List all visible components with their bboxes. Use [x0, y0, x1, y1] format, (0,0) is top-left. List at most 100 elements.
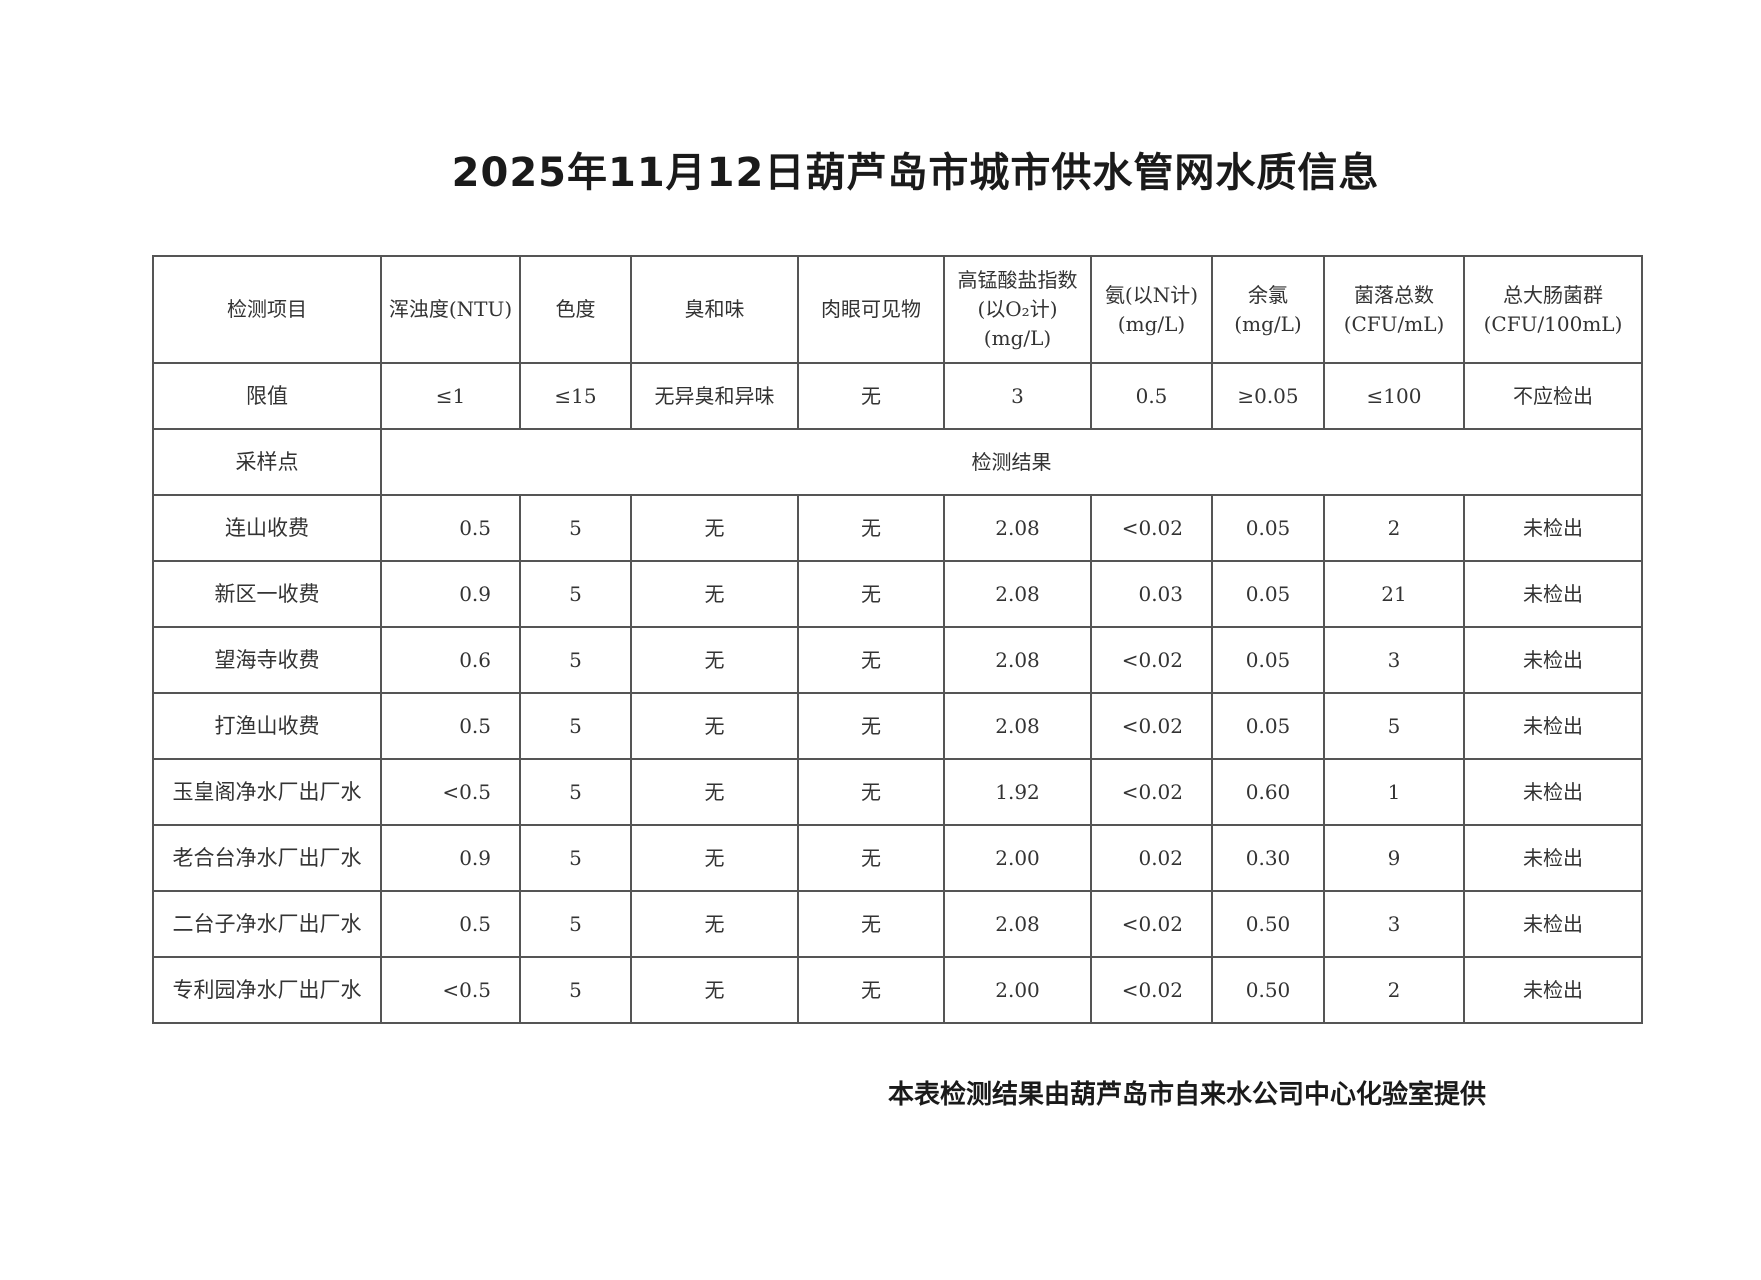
- result-cell: 无: [630, 758, 799, 826]
- result-cell: 5: [1323, 692, 1465, 760]
- header-line: (mg/L): [1234, 311, 1302, 336]
- site-cell: 二台子净水厂出厂水: [152, 890, 382, 958]
- limit-cell: 0.5: [1090, 362, 1213, 430]
- source-note: 本表检测结果由葫芦岛市自来水公司中心化验室提供: [888, 1080, 1487, 1110]
- result-cell: 0.5: [380, 494, 521, 562]
- result-cell: 2.08: [943, 692, 1092, 760]
- limits-label: 限值: [152, 362, 382, 430]
- result-cell: 5: [519, 560, 632, 628]
- result-cell: 0.9: [380, 560, 521, 628]
- header-cell: 菌落总数 (CFU/mL): [1323, 255, 1465, 364]
- result-cell: 0.5: [380, 890, 521, 958]
- result-cell: <0.02: [1090, 626, 1213, 694]
- result-label: 检测结果: [380, 428, 1643, 496]
- result-cell: 未检出: [1463, 890, 1643, 958]
- result-cell: 无: [797, 560, 945, 628]
- limits-row: 限值 ≤1 ≤15 无异臭和异味无 3 0.5 ≥0.05 ≤100 不应检出: [152, 362, 1643, 430]
- result-cell: 0.05: [1211, 560, 1325, 628]
- result-cell: 3: [1323, 626, 1465, 694]
- table-row: 望海寺收费 0.6 5 无无 2.08 <0.02 0.05 3 未检出: [152, 626, 1643, 694]
- header-cell: 总大肠菌群 (CFU/100mL): [1463, 255, 1643, 364]
- result-cell: 无: [797, 758, 945, 826]
- result-cell: 5: [519, 824, 632, 892]
- result-cell: 未检出: [1463, 956, 1643, 1024]
- result-cell: 0.03: [1090, 560, 1213, 628]
- result-cell: 2.08: [943, 626, 1092, 694]
- result-cell: 无: [797, 494, 945, 562]
- result-cell: <0.5: [380, 956, 521, 1024]
- result-cell: <0.5: [380, 758, 521, 826]
- result-cell: <0.02: [1090, 758, 1213, 826]
- section-row: 采样点 检测结果: [152, 428, 1643, 496]
- table-row: 新区一收费 0.9 5 无无 2.08 0.03 0.05 21 未检出: [152, 560, 1643, 628]
- site-cell: 玉皇阁净水厂出厂水: [152, 758, 382, 826]
- limit-cell: ≤1: [380, 362, 521, 430]
- water-quality-table: 检测项目 浑浊度(NTU) 色度 臭和味 肉眼可见物 高锰酸盐指数 (以O₂计) (mg/L)…: [152, 255, 1643, 1024]
- header-line: 氨(以N计): [1104, 282, 1199, 307]
- result-cell: 2.08: [943, 560, 1092, 628]
- result-cell: 无: [630, 956, 799, 1024]
- header-cell: 氨(以N计) (mg/L): [1090, 255, 1213, 364]
- header-cell: 肉眼可见物: [797, 255, 945, 364]
- limit-cell: ≤15: [519, 362, 632, 430]
- header-line: 色度: [555, 297, 596, 321]
- header-line: 总大肠菌群: [1503, 282, 1603, 307]
- result-cell: 2.00: [943, 956, 1092, 1024]
- site-cell: 打渔山收费: [152, 692, 382, 760]
- result-cell: 5: [519, 956, 632, 1024]
- result-cell: 无: [630, 692, 799, 760]
- header-line: (以O₂计): [977, 297, 1058, 321]
- result-cell: 无: [797, 890, 945, 958]
- result-cell: 0.6: [380, 626, 521, 694]
- result-cell: 0.05: [1211, 494, 1325, 562]
- site-cell: 望海寺收费: [152, 626, 382, 694]
- header-line: (mg/L): [1117, 311, 1186, 336]
- result-cell: <0.02: [1090, 692, 1213, 760]
- header-row: 检测项目 浑浊度(NTU) 色度 臭和味 肉眼可见物 高锰酸盐指数 (以O₂计) (mg/L)…: [152, 255, 1643, 364]
- table-row: 连山收费 0.5 5 无无 2.08 <0.02 0.05 2 未检出: [152, 494, 1643, 562]
- result-cell: 0.05: [1211, 626, 1325, 694]
- result-cell: 0.05: [1211, 692, 1325, 760]
- header-line: (CFU/100mL): [1483, 311, 1623, 336]
- result-cell: 9: [1323, 824, 1465, 892]
- result-cell: 未检出: [1463, 494, 1643, 562]
- site-cell: 新区一收费: [152, 560, 382, 628]
- result-cell: 1.92: [943, 758, 1092, 826]
- limit-cell: 无: [797, 362, 945, 430]
- result-cell: 21: [1323, 560, 1465, 628]
- result-cell: 无: [630, 824, 799, 892]
- header-cell: 浑浊度(NTU): [380, 255, 521, 364]
- table-row: 老合台净水厂出厂水 0.9 5 无无 2.00 0.02 0.30 9 未检出: [152, 824, 1643, 892]
- limit-cell: 3: [943, 362, 1092, 430]
- result-cell: 未检出: [1463, 692, 1643, 760]
- result-cell: <0.02: [1090, 890, 1213, 958]
- table-row: 玉皇阁净水厂出厂水 <0.5 5 无无 1.92 <0.02 0.60 1 未检出: [152, 758, 1643, 826]
- header-cell: 色度: [519, 255, 632, 364]
- table-row: 二台子净水厂出厂水 0.5 5 无无 2.08 <0.02 0.50 3 未检出: [152, 890, 1643, 958]
- result-cell: 5: [519, 758, 632, 826]
- result-cell: 未检出: [1463, 824, 1643, 892]
- result-cell: 未检出: [1463, 758, 1643, 826]
- header-line: (CFU/mL): [1343, 311, 1445, 336]
- header-line: 高锰酸盐指数: [957, 268, 1078, 292]
- header-line: 肉眼可见物: [821, 297, 921, 321]
- result-cell: 2.08: [943, 494, 1092, 562]
- limit-cell: ≥0.05: [1211, 362, 1325, 430]
- result-cell: 2.08: [943, 890, 1092, 958]
- header-line: 余氯: [1248, 282, 1288, 307]
- result-cell: 5: [519, 626, 632, 694]
- table-row: 专利园净水厂出厂水 <0.5 5 无无 2.00 <0.02 0.50 2 未检出: [152, 956, 1643, 1024]
- result-cell: 0.5: [380, 692, 521, 760]
- header-cell: 检测项目: [152, 255, 382, 364]
- result-cell: 0.50: [1211, 956, 1325, 1024]
- result-cell: 无: [797, 824, 945, 892]
- site-cell: 老合台净水厂出厂水: [152, 824, 382, 892]
- result-cell: 无: [797, 956, 945, 1024]
- header-line: 臭和味: [684, 297, 745, 321]
- result-cell: 5: [519, 494, 632, 562]
- result-cell: 未检出: [1463, 560, 1643, 628]
- result-cell: 5: [519, 890, 632, 958]
- header-cell: 余氯 (mg/L): [1211, 255, 1325, 364]
- limit-cell: 不应检出: [1463, 362, 1643, 430]
- result-cell: <0.02: [1090, 494, 1213, 562]
